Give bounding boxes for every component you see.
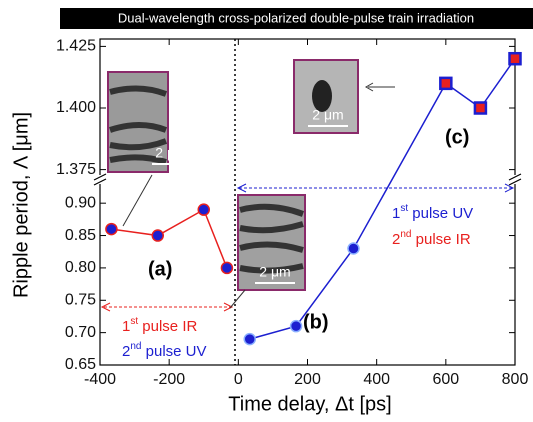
x-tick-label: -200 [153, 371, 185, 388]
x-tick-label: -400 [84, 371, 116, 388]
marker [440, 78, 451, 89]
marker [106, 224, 117, 235]
marker [152, 230, 163, 241]
marker [291, 321, 302, 332]
pulse-number: 1 [122, 318, 130, 335]
marker [475, 103, 486, 114]
pulse-number: 2 [122, 343, 130, 360]
scale-label: 2 μm [312, 107, 343, 123]
pulse-label: 2nd pulse UV [122, 341, 207, 360]
x-tick-label: 800 [502, 371, 529, 388]
marker [221, 262, 232, 273]
page: Dual-wavelength cross-polarized double-p… [0, 0, 533, 422]
marker [348, 243, 359, 254]
x-tick-label: 0 [234, 371, 243, 388]
pulse-text: pulse IR [411, 231, 470, 248]
x-axis-label: Time delay, Δt [ps] [228, 393, 391, 415]
pulse-label: 2nd pulse IR [392, 229, 471, 248]
y-tick-label: 0.70 [65, 324, 96, 341]
marker [244, 334, 255, 345]
y-tick-label: 1.375 [56, 161, 96, 178]
chart: Dual-wavelength cross-polarized double-p… [0, 0, 533, 422]
pulse-label: 1st pulse IR [122, 316, 197, 335]
label-c: (c) [445, 126, 469, 148]
pulse-number: 1 [392, 205, 400, 222]
pulse-label: 1st pulse UV [392, 203, 473, 222]
y-tick-label: 1.400 [56, 99, 96, 116]
marker [198, 204, 209, 215]
x-tick-label: 600 [432, 371, 459, 388]
y-axis-label: Ripple period, Λ [μm] [10, 112, 32, 298]
label-b: (b) [303, 311, 329, 333]
pulse-sup: nd [130, 341, 141, 352]
axis-break [94, 174, 521, 185]
y-tick-label: 0.80 [65, 259, 96, 276]
y-tick-label: 0.90 [65, 194, 96, 211]
scale-label: 2 μm [155, 145, 186, 161]
scale-label: 2 μm [259, 264, 290, 280]
pulse-text: pulse IR [138, 318, 197, 335]
y-tick-label: 0.75 [65, 291, 96, 308]
label-a: (a) [148, 258, 172, 280]
pulse-text: pulse UV [141, 343, 206, 360]
pulse-number: 2 [392, 231, 400, 248]
pulse-sup: nd [400, 229, 411, 240]
pulse-text: pulse UV [408, 205, 473, 222]
x-tick-label: 400 [363, 371, 390, 388]
y-tick-label: 0.85 [65, 227, 96, 244]
x-tick-label: 200 [294, 371, 321, 388]
chart-title: Dual-wavelength cross-polarized double-p… [118, 10, 474, 25]
y-tick-label: 1.425 [56, 38, 96, 55]
marker [510, 53, 521, 64]
